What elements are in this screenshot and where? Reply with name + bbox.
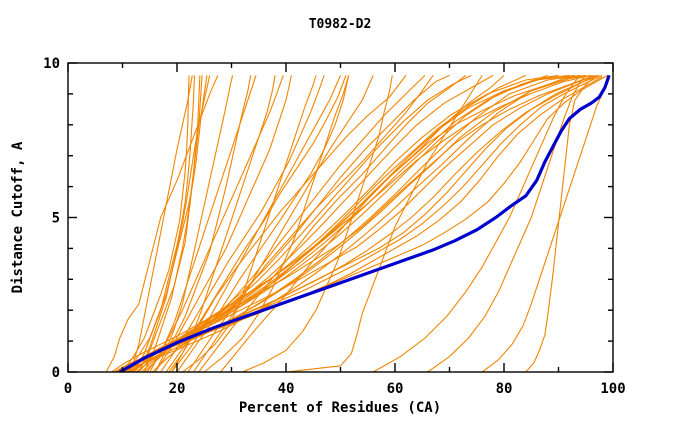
- series-highlighted-model: [118, 74, 611, 372]
- series-model-39: [146, 75, 284, 372]
- series-group: [105, 74, 611, 372]
- series-model-41: [481, 75, 609, 372]
- series-model-51: [171, 75, 342, 372]
- y-axis-tick-labels: 0 5 10: [43, 56, 60, 381]
- series-model-38: [203, 75, 350, 372]
- series-model-44: [122, 74, 586, 372]
- series-model-46: [143, 75, 252, 372]
- series-model-37: [182, 75, 317, 372]
- series-model-03: [114, 76, 603, 372]
- series-model-15: [122, 75, 190, 372]
- series-model-36: [242, 75, 393, 372]
- x-axis-label: Percent of Residues (CA): [239, 400, 441, 416]
- series-model-23: [198, 74, 467, 372]
- series-model-18: [160, 75, 325, 372]
- series-model-17: [154, 75, 292, 372]
- series-model-45: [127, 74, 581, 372]
- series-model-22: [187, 75, 434, 372]
- x-tick-label: 40: [278, 381, 295, 397]
- y-axis-label: Distance Cutoff, A: [10, 141, 26, 293]
- series-model-49: [138, 75, 211, 372]
- series-model-42: [427, 74, 587, 372]
- x-axis-tick-labels: 0 20 40 60 80 100: [64, 381, 626, 397]
- series-model-43: [372, 74, 581, 372]
- x-axis-ticks: [67, 63, 614, 372]
- y-axis-ticks: [68, 62, 613, 373]
- chart-title: T0982-D2: [309, 17, 372, 32]
- series-model-30: [122, 74, 548, 372]
- y-tick-label: 10: [43, 56, 60, 72]
- series-model-47: [168, 75, 276, 372]
- x-tick-label: 100: [600, 381, 625, 397]
- series-model-12: [132, 75, 195, 372]
- series-model-13: [138, 75, 201, 372]
- x-tick-label: 0: [64, 381, 72, 397]
- series-model-48: [154, 75, 234, 372]
- series-model-40: [525, 74, 598, 372]
- x-tick-label: 60: [387, 381, 404, 397]
- y-tick-label: 5: [52, 211, 60, 227]
- series-model-35: [285, 75, 483, 372]
- x-tick-label: 80: [496, 381, 513, 397]
- series-model-50: [130, 75, 193, 372]
- series-model-21: [171, 75, 407, 372]
- y-tick-label: 0: [52, 365, 60, 381]
- x-tick-label: 20: [169, 381, 186, 397]
